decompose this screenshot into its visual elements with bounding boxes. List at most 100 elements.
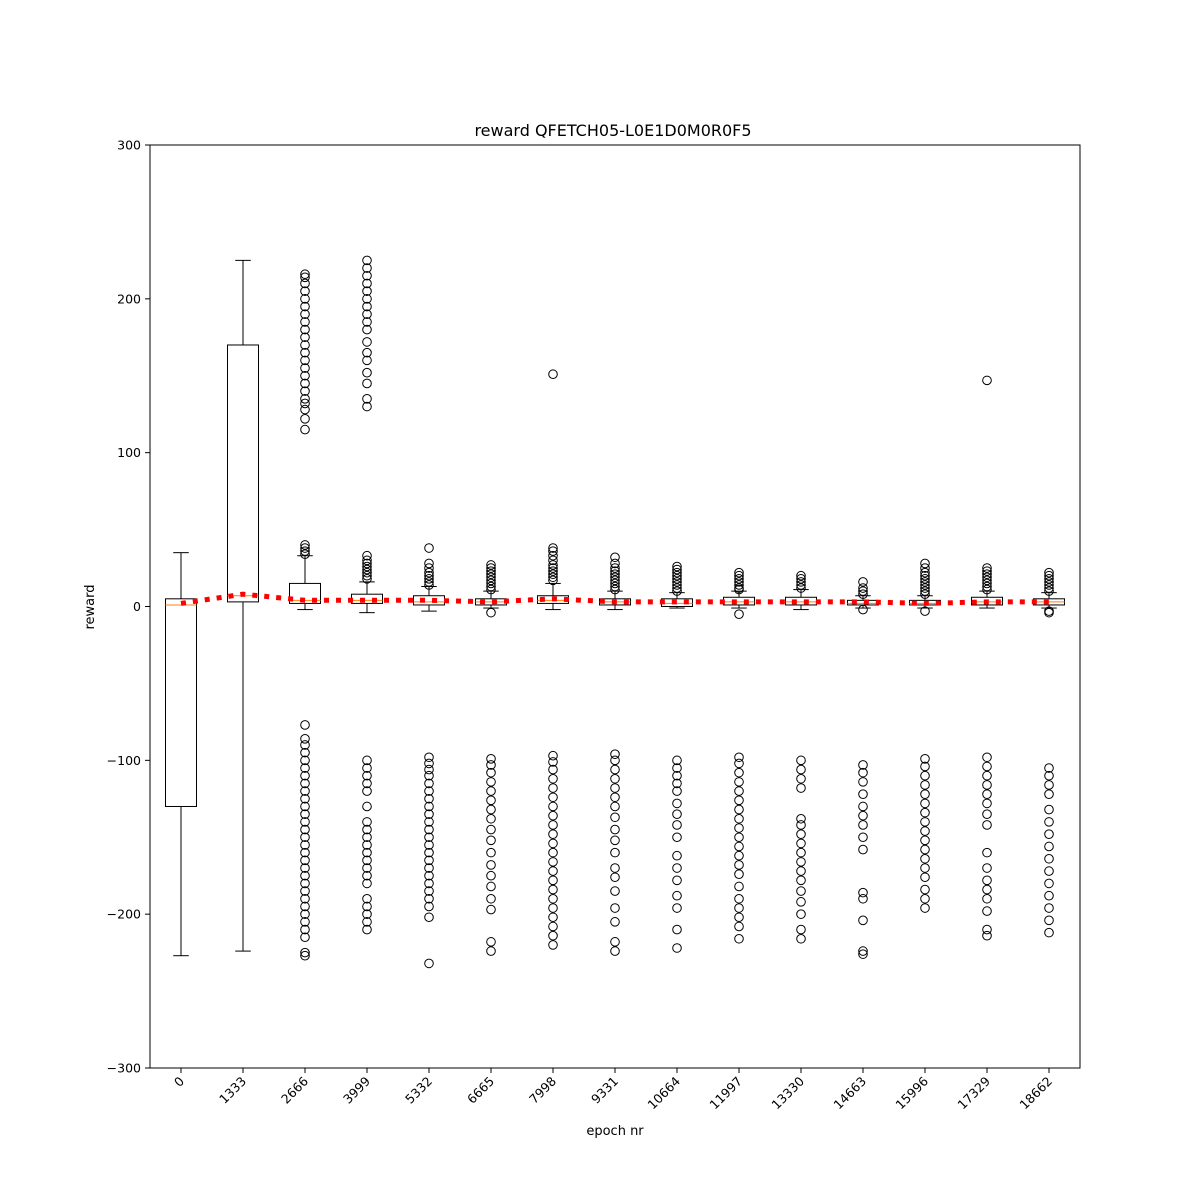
outlier-point xyxy=(734,881,744,892)
outlier-point xyxy=(486,904,496,915)
outlier-point xyxy=(672,809,682,819)
outlier-point xyxy=(362,301,372,312)
outlier-point xyxy=(982,798,992,809)
outlier-point xyxy=(486,777,496,787)
outlier-point xyxy=(548,847,558,858)
x-tick-label: 6665 xyxy=(464,1074,497,1107)
outlier-point xyxy=(982,809,992,819)
outlier-point xyxy=(362,917,372,927)
box-3999 xyxy=(351,581,383,614)
outlier-point xyxy=(424,958,434,969)
outlier-point xyxy=(424,893,434,904)
outlier-point xyxy=(300,886,310,896)
outlier-point xyxy=(1044,574,1054,584)
outlier-point xyxy=(796,813,806,824)
outlier-point xyxy=(858,767,868,778)
outlier-point xyxy=(300,901,310,912)
outlier-point xyxy=(858,915,868,926)
outlier-point xyxy=(920,817,930,827)
outlier-point xyxy=(734,752,744,763)
outlier-point xyxy=(362,893,372,904)
outlier-point xyxy=(362,270,372,281)
outlier-point xyxy=(548,563,558,573)
outlier-point xyxy=(300,398,310,409)
outlier-point xyxy=(362,824,372,835)
outlier-point xyxy=(300,370,310,381)
outlier-point xyxy=(300,824,310,835)
outlier-point xyxy=(362,401,372,412)
outlier-point xyxy=(486,581,496,592)
outlier-point xyxy=(548,569,558,579)
outlier-point xyxy=(858,946,868,956)
outlier-point xyxy=(548,546,558,556)
chart-title: reward QFETCH05-L0E1D0M0R0F5 xyxy=(474,121,751,140)
outlier-point xyxy=(672,778,682,789)
outlier-point xyxy=(858,820,868,830)
outlier-point xyxy=(734,577,744,587)
outlier-point xyxy=(1044,570,1054,581)
x-tick-label: 18662 xyxy=(1016,1074,1055,1113)
outlier-point xyxy=(1044,780,1054,790)
outlier-point xyxy=(734,574,744,584)
outlier-point xyxy=(1044,567,1054,578)
outlier-point xyxy=(300,540,310,550)
outlier-point xyxy=(300,286,310,296)
outlier-point xyxy=(300,340,310,350)
outlier-point xyxy=(1044,927,1054,938)
outlier-point xyxy=(610,792,620,803)
outlier-point xyxy=(300,786,310,796)
box-series xyxy=(165,259,1065,957)
outlier-point xyxy=(920,586,930,596)
outlier-point xyxy=(672,561,682,572)
outlier-point xyxy=(610,801,620,812)
y-tick-label: −300 xyxy=(107,1061,141,1076)
y-axis-label: reward xyxy=(83,584,98,629)
outlier-point xyxy=(362,763,372,773)
outlier-point xyxy=(858,949,868,959)
box-body xyxy=(165,598,197,807)
outlier-point xyxy=(362,278,372,289)
outlier-point xyxy=(424,901,434,912)
outlier-point xyxy=(610,863,620,873)
outlier-point xyxy=(734,869,744,879)
outlier-point xyxy=(858,760,868,770)
outlier-point xyxy=(362,878,372,889)
outlier-point xyxy=(858,777,868,787)
outlier-point xyxy=(610,812,620,823)
outlier-point xyxy=(548,566,558,576)
outlier-point xyxy=(362,558,372,569)
outlier-point xyxy=(672,832,682,843)
outlier-point xyxy=(548,810,558,821)
outlier-point xyxy=(734,570,744,581)
outlier-point xyxy=(548,572,558,583)
box-5332 xyxy=(413,586,445,612)
outlier-point xyxy=(300,332,310,343)
outlier-point xyxy=(362,863,372,873)
outlier-point xyxy=(734,777,744,787)
box-body xyxy=(351,593,383,604)
outlier-point xyxy=(300,355,310,366)
box-0 xyxy=(165,552,197,957)
outlier-point xyxy=(734,860,744,870)
outlier-point xyxy=(672,850,682,861)
outlier-point xyxy=(548,893,558,904)
outlier-point xyxy=(920,893,930,904)
outlier-point xyxy=(362,901,372,912)
x-tick-label: 13330 xyxy=(768,1073,807,1112)
x-tick-label: 5332 xyxy=(402,1074,435,1107)
outlier-point xyxy=(796,897,806,907)
outlier-point xyxy=(672,890,682,901)
outlier-point xyxy=(424,912,434,923)
outlier-point xyxy=(982,752,992,763)
outlier-point xyxy=(424,577,434,587)
outlier-point xyxy=(858,810,868,821)
outlier-point xyxy=(920,826,930,836)
outlier-point xyxy=(548,866,558,876)
outlier-point xyxy=(362,564,372,575)
outlier-point xyxy=(920,872,930,883)
outlier-point xyxy=(734,912,744,923)
outlier-point xyxy=(610,886,620,896)
outlier-point xyxy=(982,566,992,576)
outlier-point xyxy=(300,394,310,404)
outlier-point xyxy=(424,567,434,578)
